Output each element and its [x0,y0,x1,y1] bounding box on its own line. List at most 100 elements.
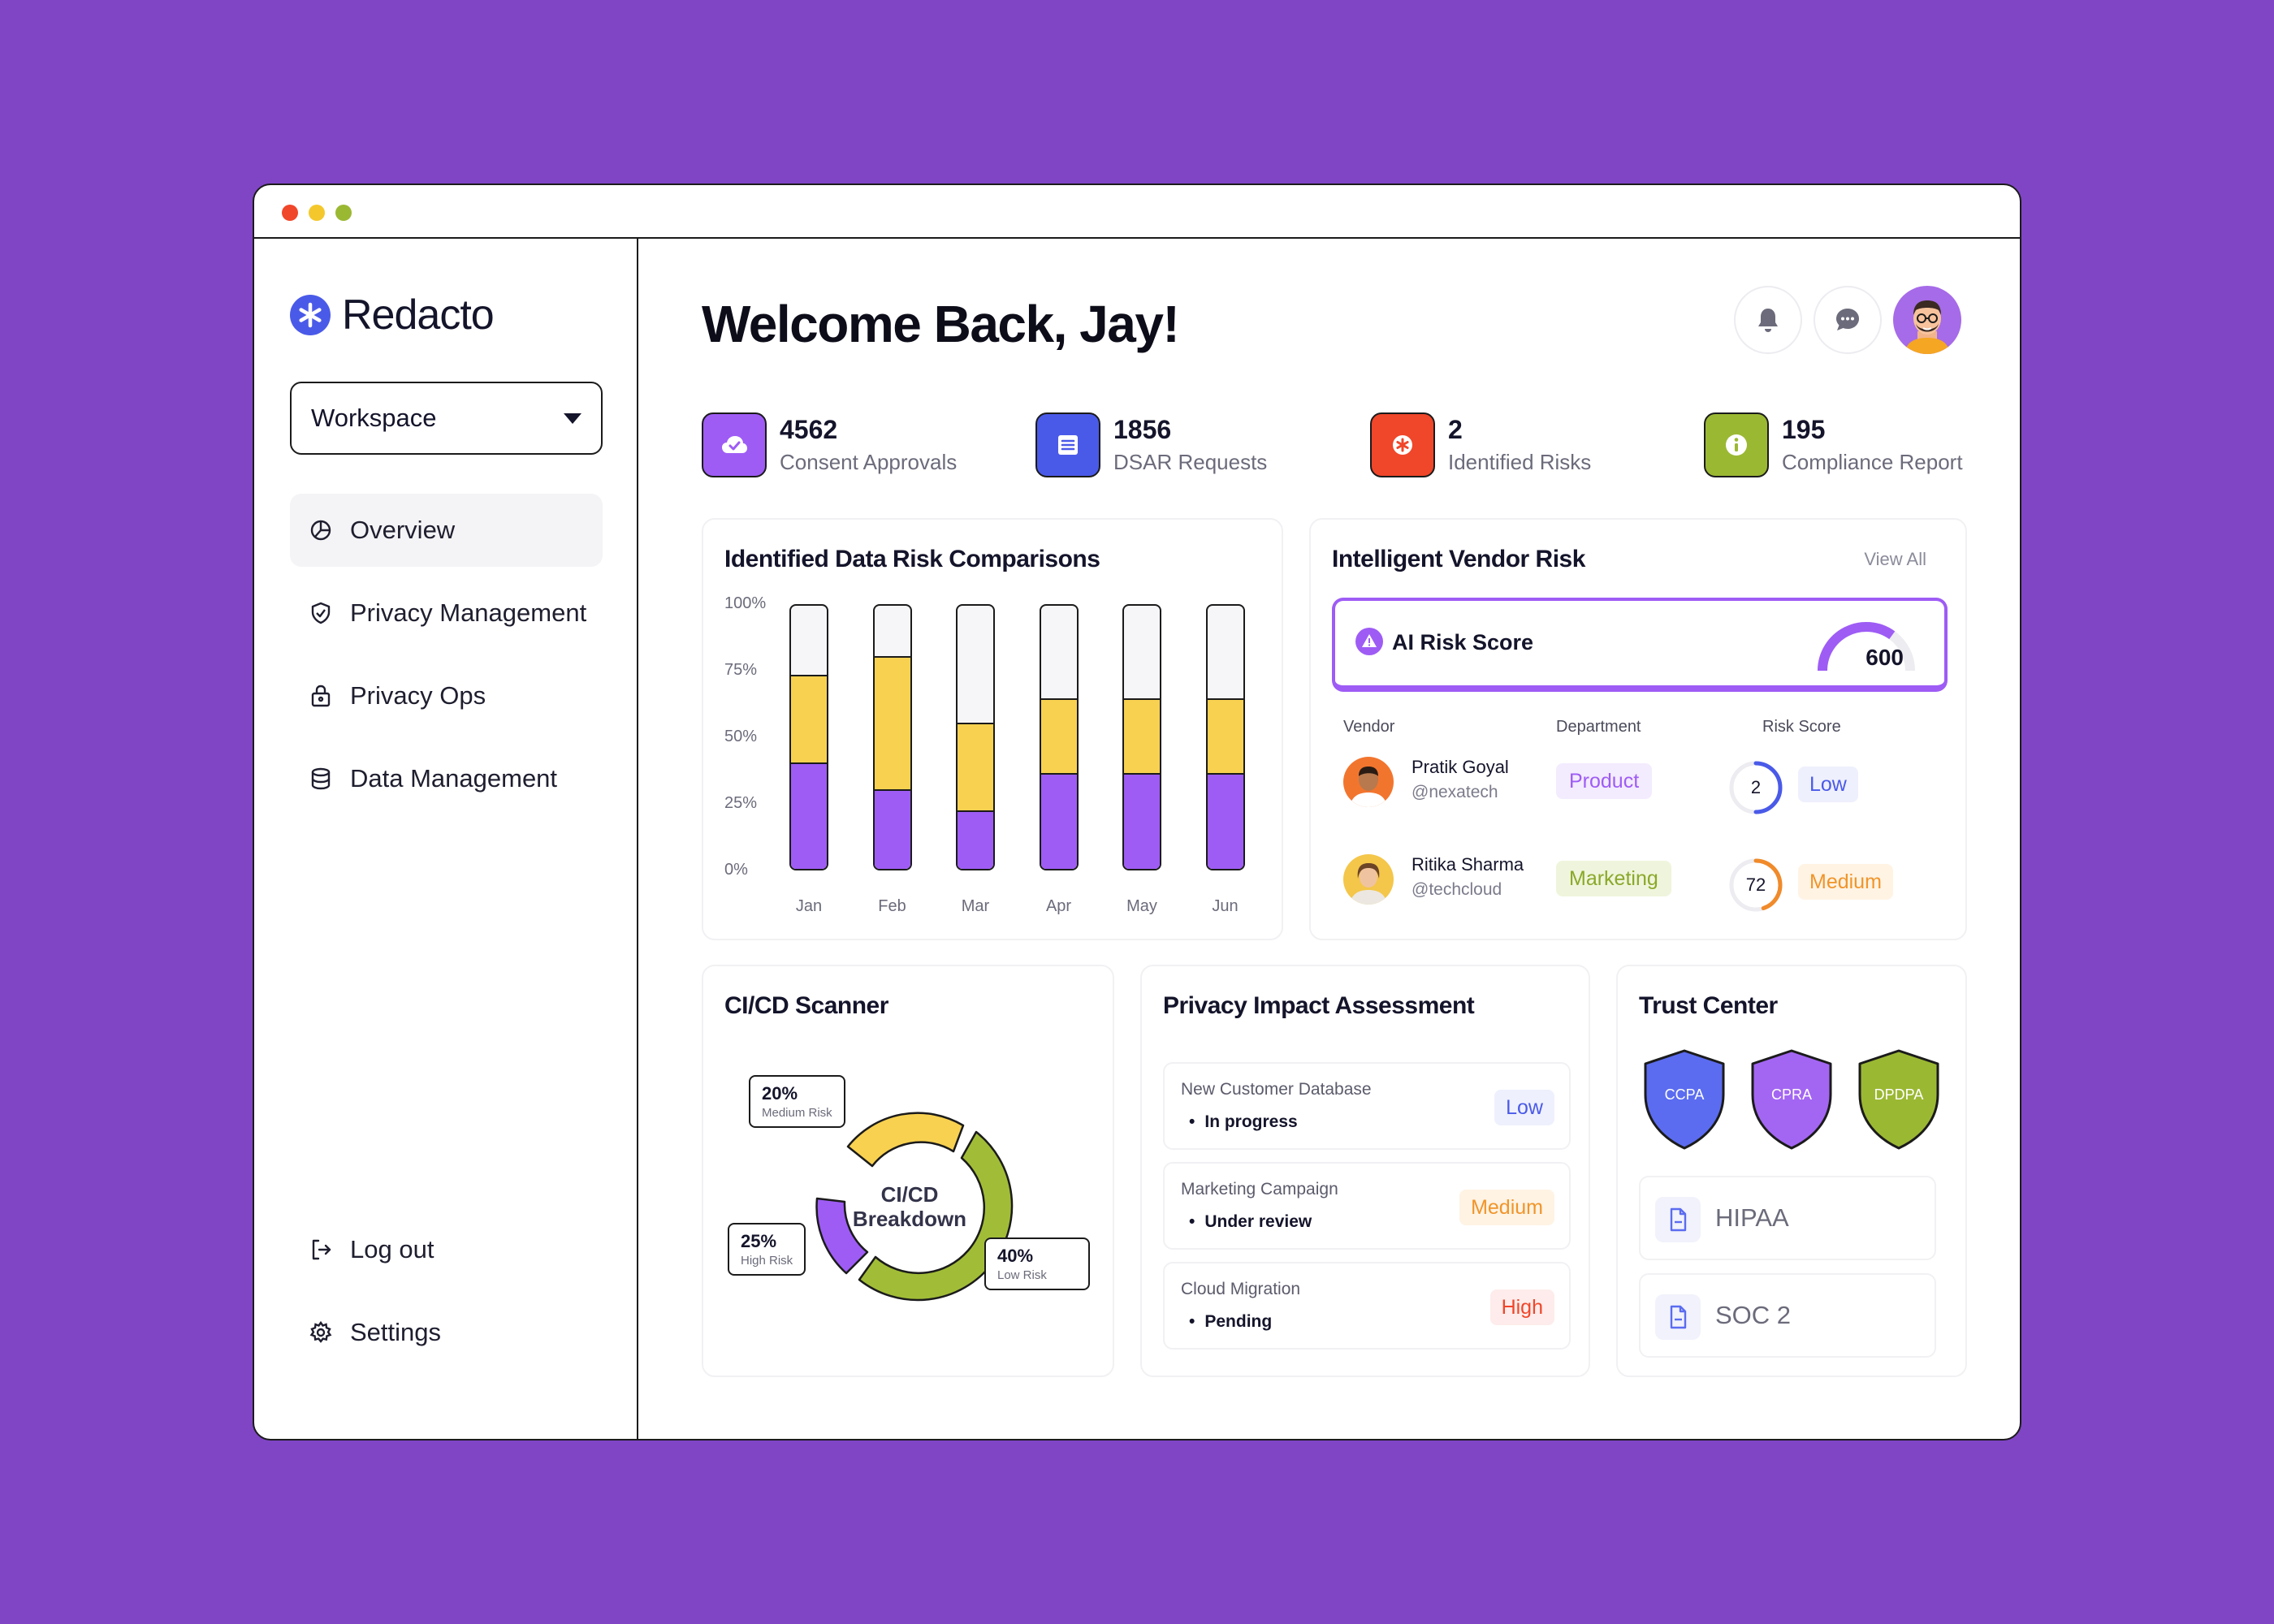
view-all-link[interactable]: View All [1864,549,1926,569]
list-item[interactable]: New Customer Database In progress Low [1163,1062,1571,1150]
sidebar-item-privacy-ops[interactable]: Privacy Ops [290,659,603,732]
logout-button[interactable]: Log out [290,1213,603,1286]
header-actions [1734,286,1961,354]
stats-row: 4562 Consent Approvals 1856 DSAR Request… [702,412,2017,481]
ring-fill [1753,858,1783,911]
assessment-name: New Customer Database [1181,1080,1372,1099]
notifications-button[interactable] [1734,286,1802,354]
card-title: Identified Data Risk Comparisons [724,546,1100,572]
risk-score-ring [1729,761,1783,814]
cpra-shield-badge[interactable]: CPRA [1746,1047,1837,1151]
bar-mar[interactable] [956,604,995,870]
page-title: Welcome Back, Jay! [702,295,1180,353]
donut-segment-medium [846,1112,965,1168]
table-row[interactable]: Pratik Goyal @nexatech Product 2 Low [1343,752,1944,817]
risk-comparison-card: Identified Data Risk Comparisons 100% 75%… [702,518,1283,940]
column-header-department: Department [1556,718,1641,736]
brand[interactable]: Redacto [290,291,495,339]
stat-label: Consent Approvals [780,450,958,474]
minimize-window-button[interactable] [309,205,325,221]
database-icon [308,766,334,792]
risk-score-value: 72 [1745,875,1766,895]
bar-chart [789,604,1293,870]
bar-segment [791,762,827,869]
brand-name: Redacto [342,292,495,339]
chevron-down-icon [564,412,581,424]
bar-segment [1040,772,1077,869]
x-tick-label: Mar [961,897,990,915]
bar-may[interactable] [1122,604,1161,870]
ccpa-shield-badge[interactable]: CCPA [1639,1047,1730,1151]
ai-risk-score: 600 [1865,645,1904,670]
vendor-handle: @nexatech [1412,783,1498,801]
card-title: CI/CD Scanner [724,992,888,1019]
stat-value: 2 [1448,415,1463,444]
chat-bubble-icon [1836,309,1859,330]
bar-feb[interactable] [872,604,912,870]
x-tick-label: May [1126,897,1157,915]
bar-segment [1124,698,1160,773]
donut-center-label: CI/CD Breakdown [852,1182,967,1231]
sidebar-item-overview[interactable]: Overview [290,494,603,567]
vendor-name: Ritika Sharma [1412,854,1524,875]
assessment-status: Under review [1189,1212,1312,1232]
stat-value: 1856 [1113,415,1172,444]
gauge-fill [1818,622,1896,672]
bar-apr[interactable] [1039,604,1079,870]
stat-compliance-report[interactable]: 195 Compliance Report [1704,412,1963,477]
sidebar-item-privacy-management[interactable]: Privacy Management [290,577,603,650]
bar-segment [1207,698,1243,773]
ai-risk-label: AI Risk Score [1392,630,1534,654]
sidebar-nav: Overview Privacy Management Privacy Ops … [290,494,603,825]
bar-jan[interactable] [789,604,828,870]
bar-jun[interactable] [1205,604,1245,870]
dpdpa-shield-badge[interactable]: DPDPA [1853,1047,1944,1151]
document-icon [1655,1197,1701,1242]
stat-label: DSAR Requests [1113,450,1268,474]
bar-segment [791,674,827,762]
y-tick-label: 25% [724,794,758,812]
shield-check-icon [308,600,334,626]
sidebar-item-label: Overview [350,516,456,544]
list-item[interactable]: Marketing Campaign Under review Medium [1163,1162,1571,1250]
stat-consent-approvals[interactable]: 4562 Consent Approvals [702,412,957,477]
ai-risk-score-box[interactable]: AI Risk Score 600 [1332,598,1948,692]
table-row[interactable]: Ritika Sharma @techcloud Marketing 72 Me… [1343,849,1944,914]
y-tick-label: 0% [724,861,748,879]
soc2-document[interactable]: SOC 2 [1639,1273,1936,1358]
sidebar-item-label: Privacy Ops [350,681,486,710]
hipaa-document[interactable]: HIPAA [1639,1176,1936,1260]
column-header-risk-score: Risk Score [1762,718,1841,736]
vendor-risk-card: Intelligent Vendor Risk View All AI Risk… [1309,518,1967,940]
cicd-scanner-card: CI/CD Scanner CI/CD Breakdown 20% Medium… [702,965,1114,1377]
x-tick-label: Jun [1212,897,1239,915]
info-icon [1704,412,1769,477]
card-title: Intelligent Vendor Risk [1332,546,1585,572]
workspace-select[interactable]: Workspace [290,382,603,455]
stat-dsar-requests[interactable]: 1856 DSAR Requests [1035,412,1267,477]
user-avatar[interactable] [1893,286,1961,354]
overview-icon [308,517,334,543]
risk-level-badge: Medium [1459,1190,1554,1225]
assessment-status: In progress [1189,1112,1297,1132]
maximize-window-button[interactable] [335,205,352,221]
ai-risk-gauge [1818,622,1915,672]
document-lines-icon [1035,412,1100,477]
donut-segment-high [815,1197,869,1275]
list-item[interactable]: Cloud Migration Pending High [1163,1262,1571,1350]
sidebar-item-data-management[interactable]: Data Management [290,742,603,815]
stat-value: 4562 [780,415,838,444]
cicd-donut-chart [815,1112,1014,1302]
stat-identified-risks[interactable]: 2 Identified Risks [1370,412,1591,477]
settings-button[interactable]: Settings [290,1296,603,1369]
y-tick-label: 50% [724,728,758,745]
document-name: SOC 2 [1715,1301,1792,1329]
sidebar-item-label: Privacy Management [350,598,587,627]
workspace-label: Workspace [311,404,437,432]
messages-button[interactable] [1814,286,1882,354]
risk-level-badge: Low [1494,1090,1554,1125]
donut-label-high: 25% High Risk [728,1223,806,1276]
bar-segment [874,788,910,869]
close-window-button[interactable] [282,205,298,221]
risk-level-badge: Low [1798,767,1858,802]
